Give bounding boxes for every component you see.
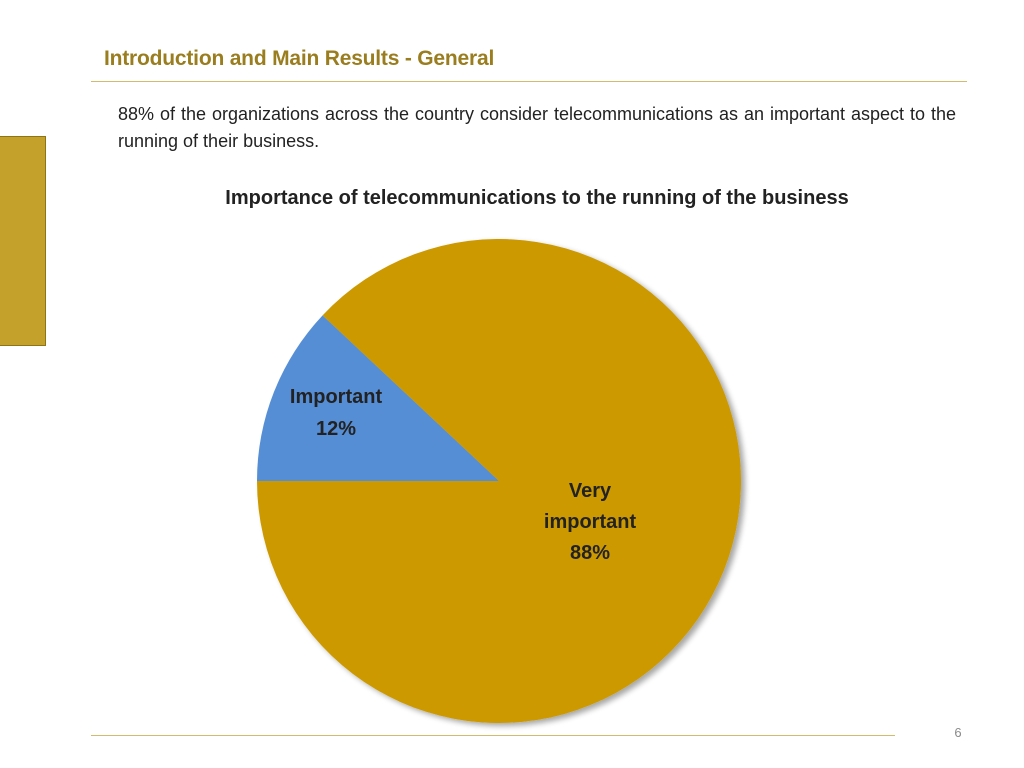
intro-paragraph: 88% of the organizations across the coun… <box>118 104 956 151</box>
pie-slice-very-important <box>257 239 742 723</box>
title-divider <box>91 81 967 82</box>
left-accent-bar <box>0 136 46 346</box>
page-number: 6 <box>954 725 962 740</box>
slice-label-very-important: Very important <box>544 480 637 533</box>
slide-title: Introduction and Main Results - General <box>104 47 495 70</box>
slice-label-important: Important <box>290 386 383 408</box>
footer-divider <box>91 735 895 736</box>
slice-value-important: 12% <box>316 418 356 440</box>
pie-slice-important <box>257 315 499 481</box>
slice-value-very-important: 88% <box>570 542 610 564</box>
chart-title: Importance of telecommunications to the … <box>225 187 849 209</box>
